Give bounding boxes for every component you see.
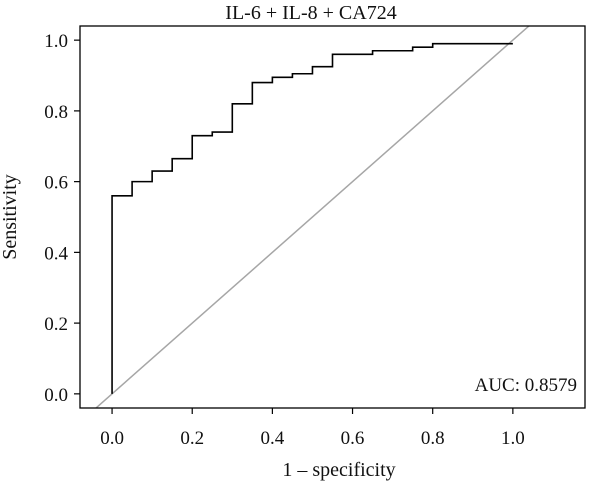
- auc-annotation: AUC: 0.8579: [475, 375, 577, 396]
- x-tick-label: 0.0: [100, 428, 124, 449]
- y-tick-label: 0.0: [44, 385, 68, 406]
- chart-title: IL-6 + IL-8 + CA724: [225, 2, 396, 24]
- y-tick-label: 0.2: [44, 314, 68, 335]
- plot-content: [94, 26, 531, 408]
- y-tick-label: 0.4: [44, 243, 68, 264]
- y-axis: 0.0 0.2 0.4 0.6 0.8 1.0: [44, 31, 80, 406]
- x-tick-label: 1.0: [501, 428, 525, 449]
- roc-curve-line: [111, 42, 513, 394]
- y-tick-label: 0.6: [44, 173, 68, 194]
- plot-frame: [79, 25, 586, 409]
- y-tick-label: 0.8: [44, 102, 68, 123]
- x-tick-label: 0.6: [341, 428, 365, 449]
- x-axis-title: 1 – specificity: [282, 459, 395, 481]
- x-axis: 0.0 0.2 0.4 0.6 0.8 1.0: [100, 408, 525, 449]
- x-tick-label: 0.2: [180, 428, 204, 449]
- reference-diagonal-line: [94, 26, 531, 408]
- y-axis-title: Sensitivity: [0, 174, 21, 260]
- x-tick-label: 0.4: [261, 428, 285, 449]
- y-tick-label: 1.0: [44, 31, 68, 52]
- x-tick-label: 0.8: [421, 428, 445, 449]
